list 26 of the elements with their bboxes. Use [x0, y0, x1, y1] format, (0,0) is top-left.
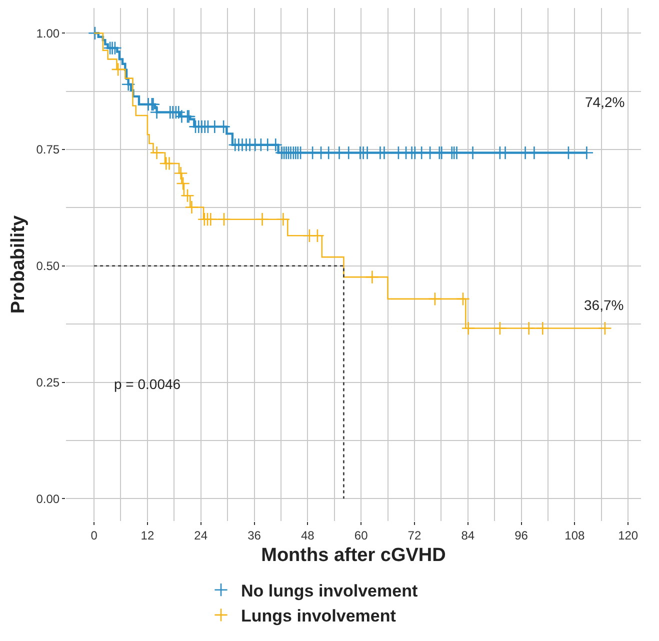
- x-tick-label: 48: [300, 528, 315, 542]
- x-tick-label: 60: [354, 528, 368, 542]
- x-axis-title: Months after cGVHD: [261, 545, 446, 566]
- y-axis-title: Probability: [8, 214, 30, 314]
- point: [174, 166, 188, 180]
- y-tick-label: 0.25: [36, 375, 60, 390]
- annotation: 36,7%: [584, 297, 624, 313]
- x-tick-label: 0: [90, 528, 98, 542]
- y-tick-label: 0.00: [36, 492, 60, 506]
- point: [180, 188, 194, 203]
- x-tick-label: 108: [564, 528, 586, 542]
- legend-label: Lungs involvement: [241, 606, 396, 626]
- x-tick-label: 36: [248, 528, 262, 542]
- y-tick-label: 0.75: [36, 142, 60, 157]
- legend-label: No lungs involvement: [241, 581, 418, 600]
- annotation: 74,2%: [585, 94, 625, 110]
- x-tick-label: 72: [408, 528, 422, 542]
- annotation: p = 0.0046: [114, 376, 181, 392]
- y-tick-label: 0.50: [36, 259, 60, 274]
- x-tick-label: 12: [140, 528, 154, 542]
- x-tick-label: 96: [514, 528, 528, 542]
- x-tick-label: 120: [618, 528, 638, 542]
- x-tick-label: 24: [194, 528, 208, 542]
- y-tick-label: 1.00: [36, 26, 60, 40]
- point: [176, 176, 190, 190]
- x-tick-label: 84: [461, 528, 475, 542]
